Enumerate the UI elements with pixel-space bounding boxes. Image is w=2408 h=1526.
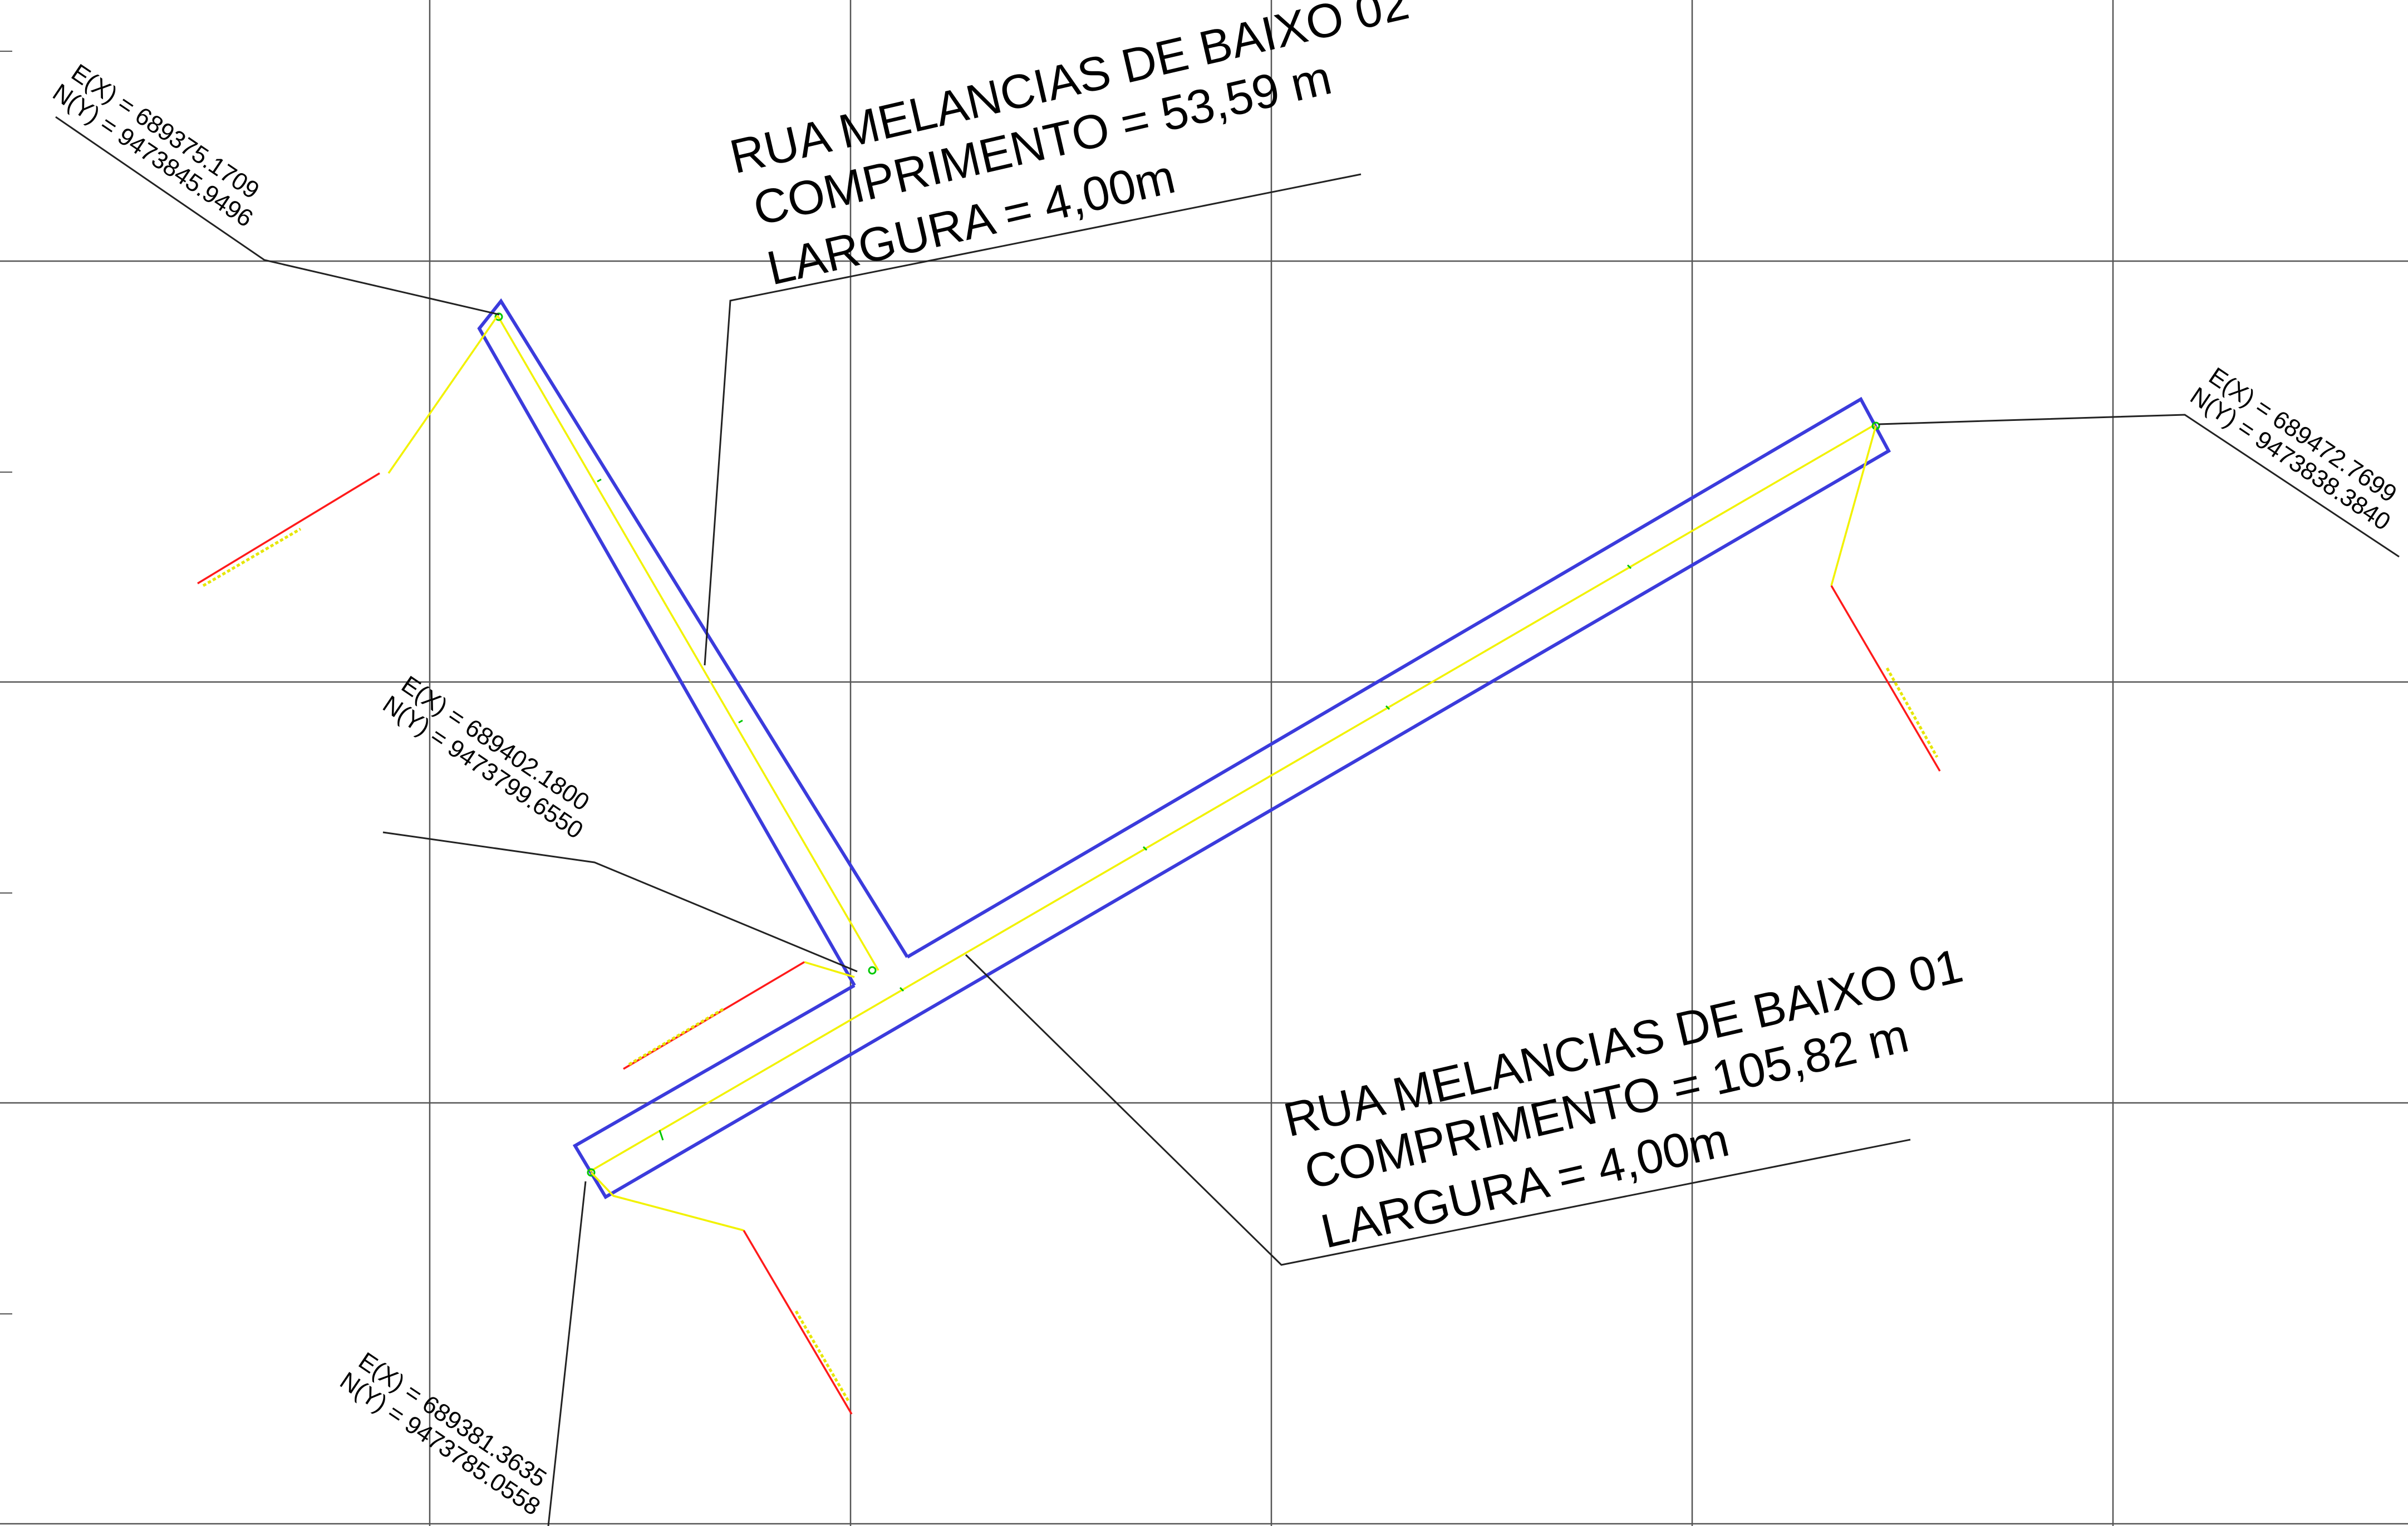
- aux-leader-red: [743, 1230, 853, 1415]
- street-01-label-leader: [965, 954, 1911, 1266]
- station-tick: [1142, 846, 1148, 851]
- coord-top-left-leader: [55, 116, 500, 316]
- station-tick: [597, 478, 602, 483]
- street-01-boundary: [572, 396, 1891, 1200]
- aux-leader-red: [197, 472, 380, 585]
- coord-right-leader: [1878, 414, 2400, 558]
- left-edge-ticks: [0, 51, 12, 1314]
- station-tick: [899, 987, 905, 992]
- street-02-outline: [477, 298, 909, 987]
- aux-leader-yellow: [804, 961, 855, 978]
- tiny-annotation: [794, 1310, 851, 1403]
- leader-lines: [55, 116, 2400, 1526]
- junction-marker: [868, 966, 877, 975]
- auxiliary-leaders: [197, 315, 1941, 1415]
- station-ticks: [494, 312, 1880, 1177]
- centerlines: [497, 315, 1875, 1172]
- station-tick: [1385, 705, 1390, 710]
- start-marker: [587, 1168, 596, 1177]
- street-02-label-leader: [704, 173, 1362, 666]
- street-02-centerline: [497, 315, 879, 971]
- street-01-centerline: [589, 424, 1875, 1172]
- station-tick: [738, 719, 743, 724]
- station-tick: [1626, 564, 1632, 570]
- aux-leader-yellow: [1830, 425, 1877, 586]
- aux-leader-yellow: [590, 1171, 744, 1231]
- station-tick: [658, 1130, 664, 1141]
- aux-leader-red: [1830, 585, 1941, 772]
- street-01-outline: [572, 396, 1891, 1200]
- tiny-annotation: [628, 1007, 725, 1066]
- aux-leader-yellow: [387, 315, 499, 474]
- tiny-annotation: [202, 527, 302, 587]
- tiny-annotation: [1885, 667, 1939, 758]
- tiny-annotations: [202, 527, 1939, 1403]
- street-02-boundary: [477, 298, 909, 987]
- coord-middle-leader: [382, 831, 858, 973]
- street-02-end-marker: [494, 312, 503, 321]
- coord-bottom-leader: [547, 1181, 587, 1526]
